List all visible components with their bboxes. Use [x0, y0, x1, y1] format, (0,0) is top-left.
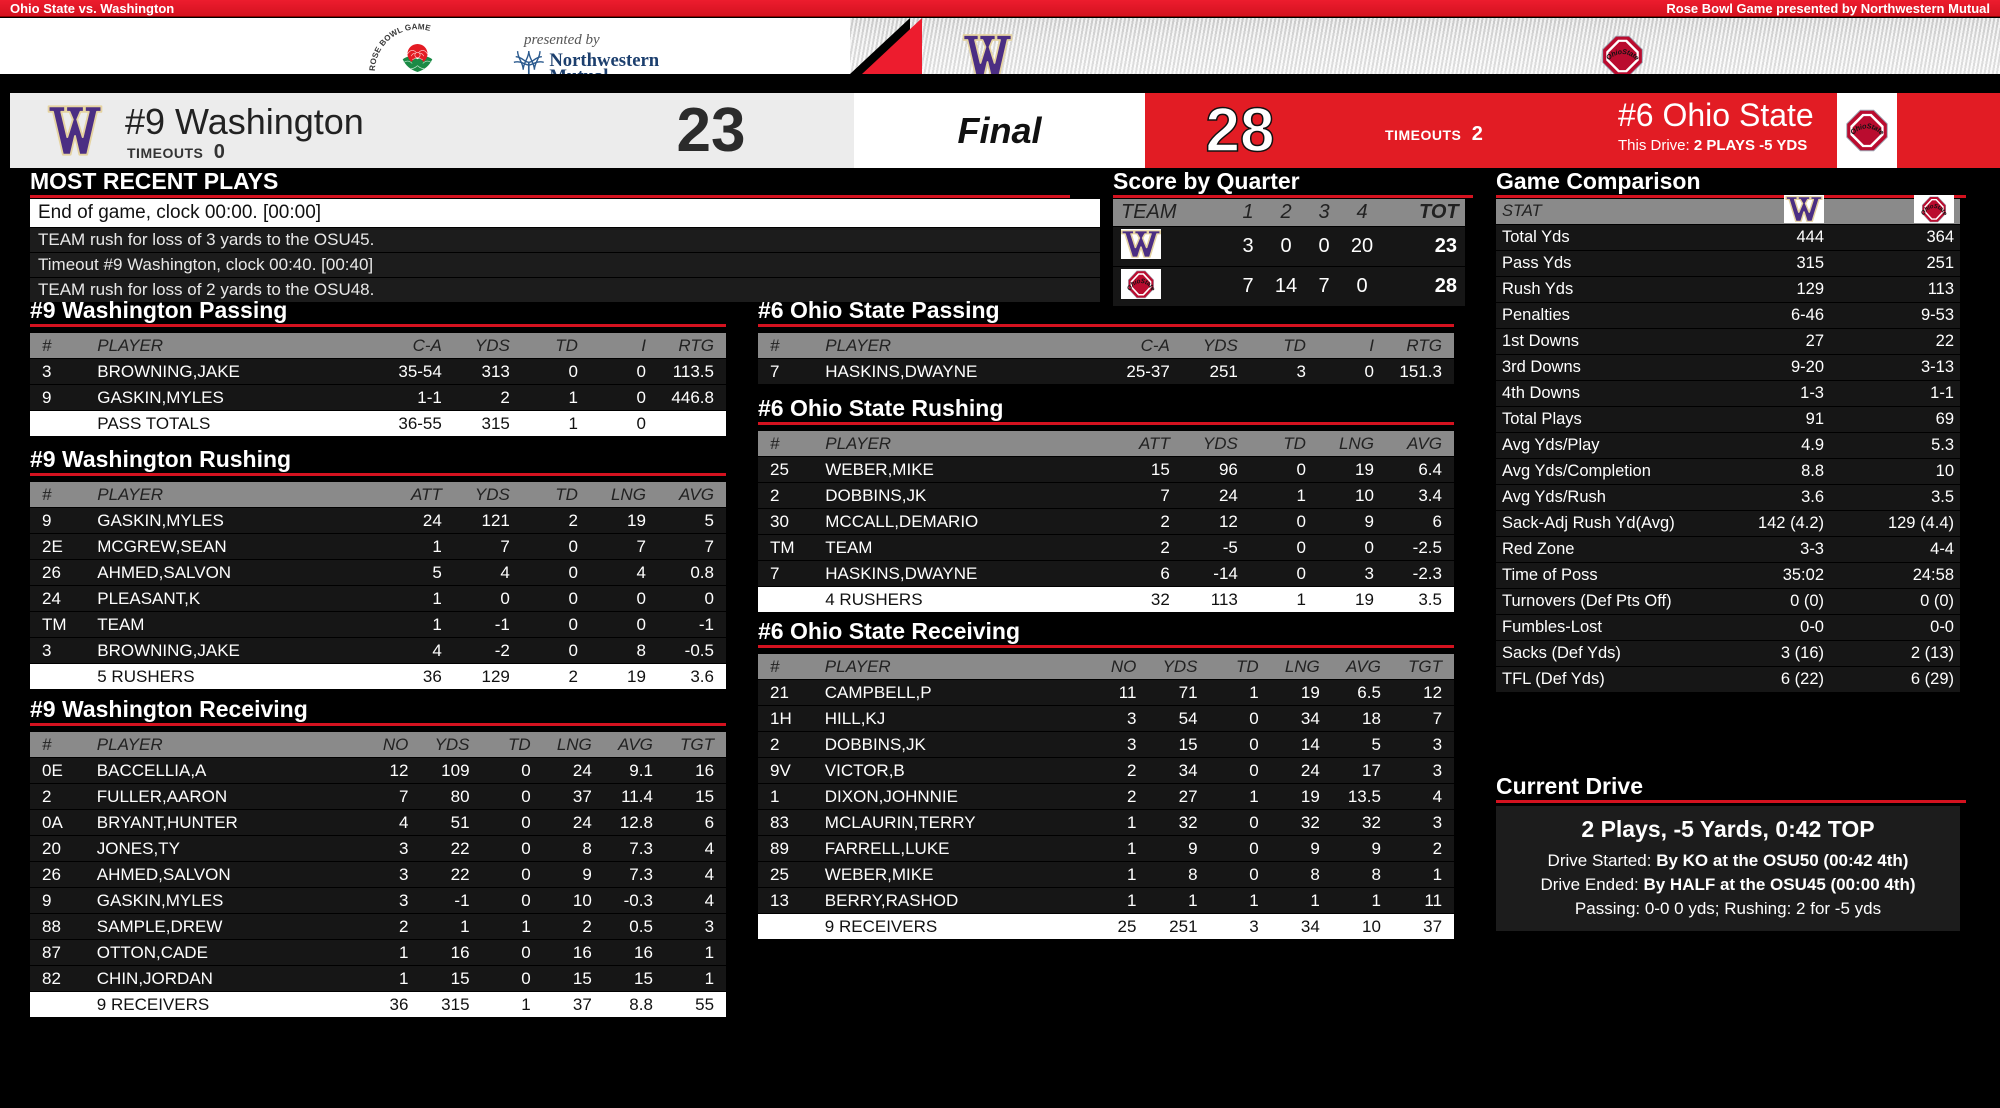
svg-text:Mutual: Mutual: [549, 66, 608, 74]
